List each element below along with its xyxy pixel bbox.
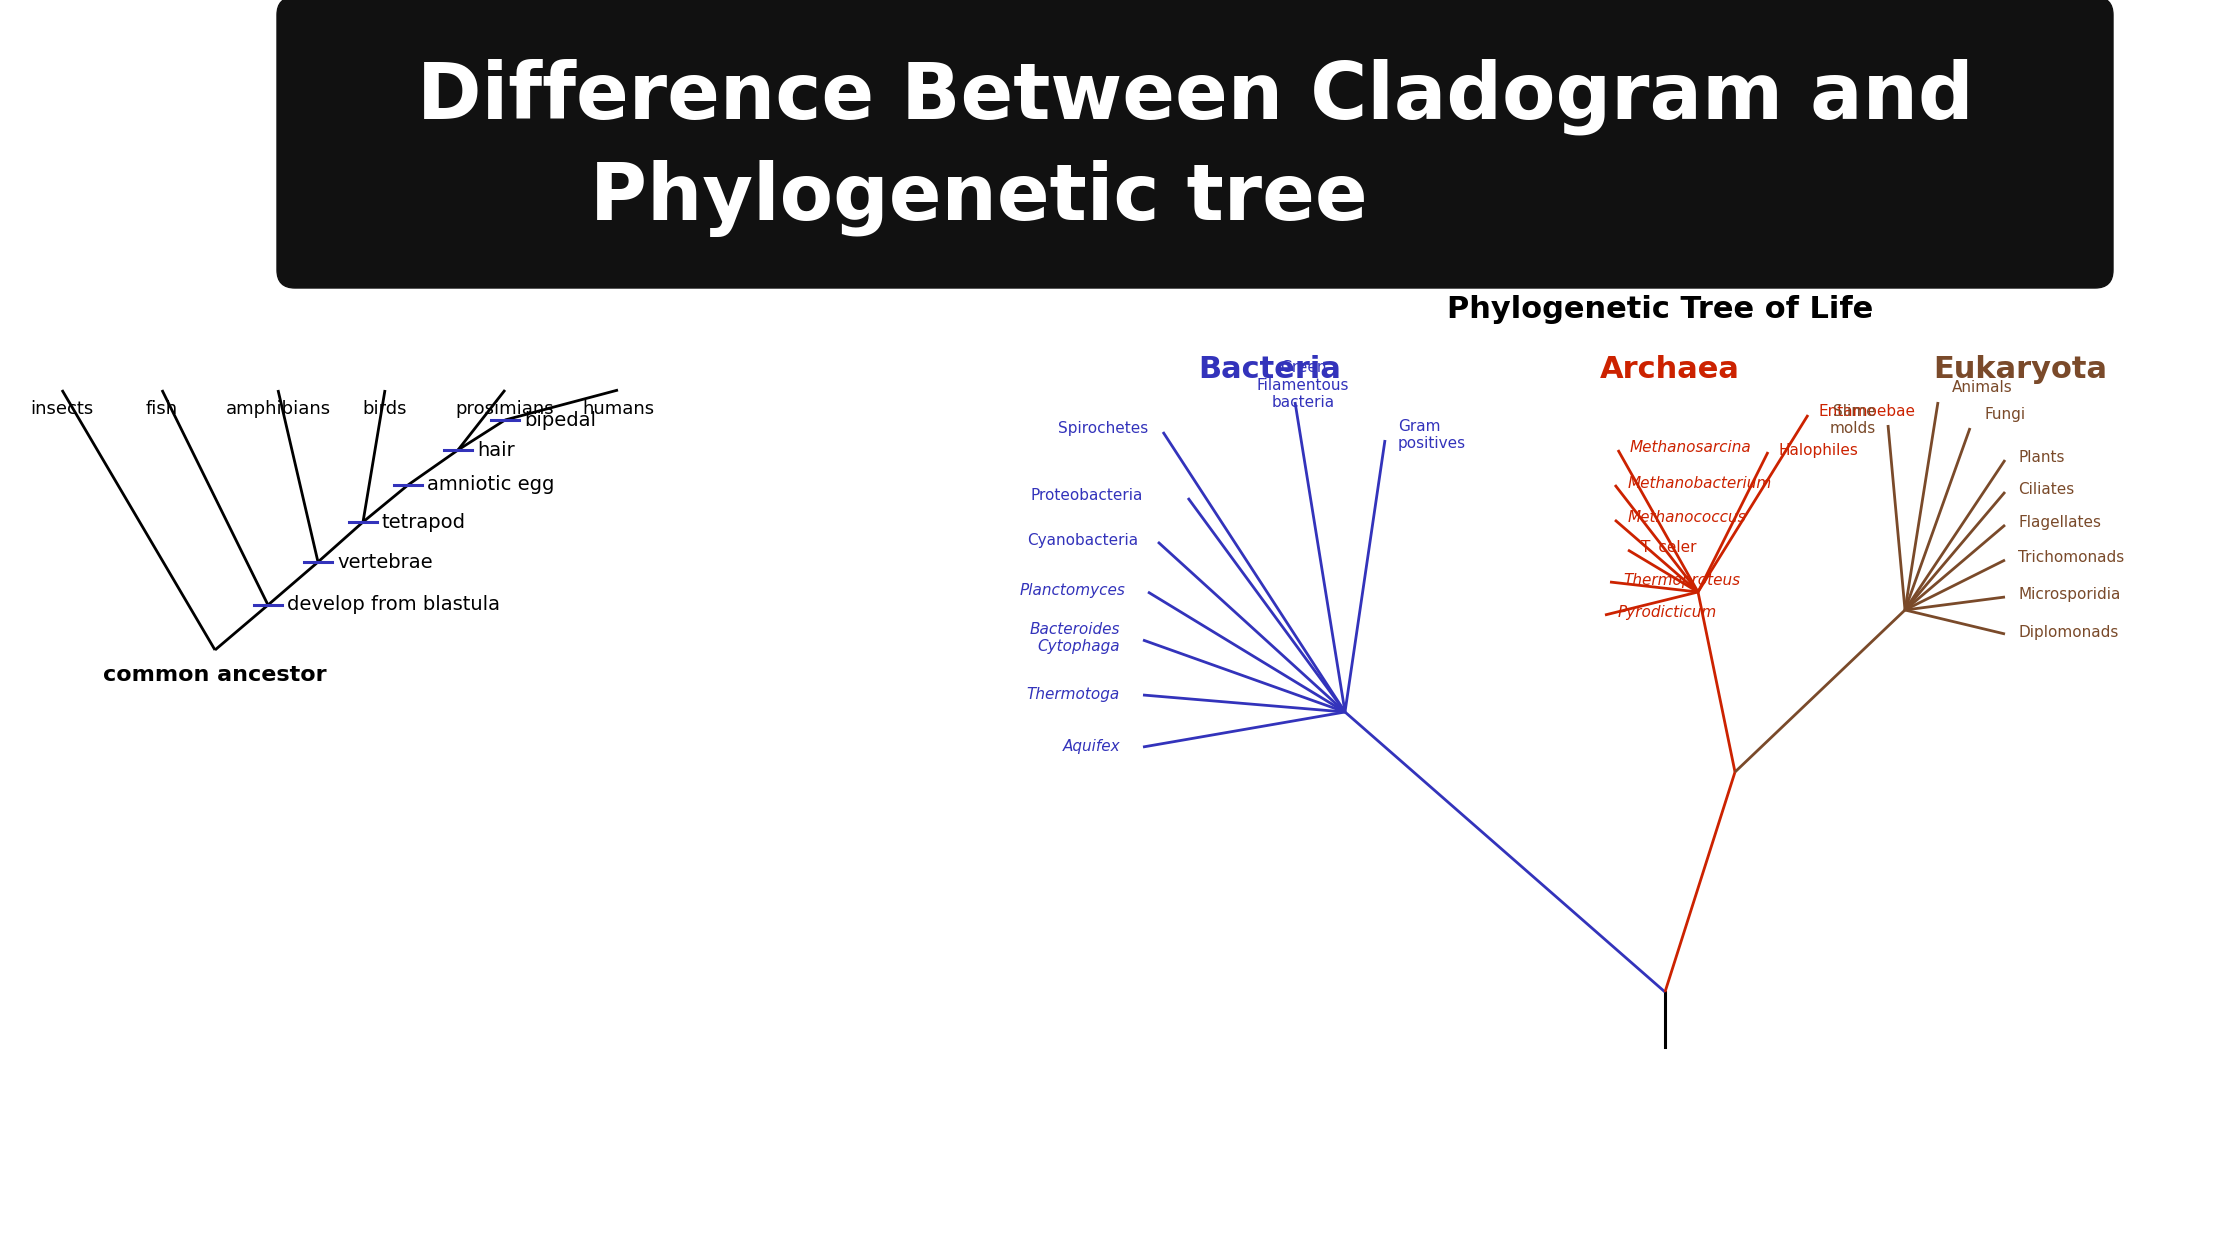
Text: Thermoproteus: Thermoproteus: [1624, 572, 1740, 587]
Text: T. celer: T. celer: [1642, 541, 1696, 556]
Text: Cyanobacteria: Cyanobacteria: [1026, 533, 1138, 548]
Text: Microsporidia: Microsporidia: [2018, 587, 2121, 602]
Text: fish: fish: [146, 399, 177, 418]
Text: Spirochetes: Spirochetes: [1057, 421, 1147, 436]
Text: Proteobacteria: Proteobacteria: [1030, 489, 1142, 504]
Text: humans: humans: [582, 399, 654, 418]
Text: Entamoebae: Entamoebae: [1819, 404, 1915, 420]
Text: Planctomyces: Planctomyces: [1019, 582, 1124, 597]
Text: Halophiles: Halophiles: [1779, 442, 1857, 457]
Text: Animals: Animals: [1951, 381, 2014, 396]
Text: Ciliates: Ciliates: [2018, 483, 2074, 498]
Text: Bacteria: Bacteria: [1198, 355, 1342, 384]
Text: Gram
positives: Gram positives: [1398, 418, 1467, 451]
Text: prosimians: prosimians: [455, 399, 553, 418]
Text: Flagellates: Flagellates: [2018, 515, 2101, 530]
Text: tetrapod: tetrapod: [383, 513, 466, 532]
Text: Green
Filamentous
bacteria: Green Filamentous bacteria: [1257, 360, 1348, 410]
FancyBboxPatch shape: [278, 0, 2112, 289]
Text: common ancestor: common ancestor: [103, 665, 327, 685]
Text: amniotic egg: amniotic egg: [428, 475, 553, 494]
Text: Phylogenetic Tree of Life: Phylogenetic Tree of Life: [1447, 296, 1873, 325]
Text: Methanobacterium: Methanobacterium: [1628, 475, 1772, 490]
Text: Diplomonads: Diplomonads: [2018, 625, 2119, 640]
Text: Slime
molds: Slime molds: [1830, 403, 1877, 436]
Text: hair: hair: [477, 441, 515, 460]
Text: Plants: Plants: [2018, 451, 2065, 465]
Text: Thermotoga: Thermotoga: [1026, 687, 1120, 702]
Text: Trichomonads: Trichomonads: [2018, 551, 2124, 566]
Text: Methanosarcina: Methanosarcina: [1631, 441, 1752, 456]
Text: insects: insects: [31, 399, 94, 418]
Text: Eukaryota: Eukaryota: [1933, 355, 2108, 384]
Text: develop from blastula: develop from blastula: [287, 596, 500, 615]
Text: Aquifex: Aquifex: [1062, 738, 1120, 753]
Text: Pyrodicticum: Pyrodicticum: [1617, 606, 1718, 620]
Text: amphibians: amphibians: [226, 399, 332, 418]
Text: Fungi: Fungi: [1985, 407, 2025, 422]
Text: Phylogenetic tree: Phylogenetic tree: [589, 160, 1369, 237]
Text: Bacteroides
Cytophaga: Bacteroides Cytophaga: [1030, 621, 1120, 654]
Text: vertebrae: vertebrae: [336, 552, 432, 572]
Text: bipedal: bipedal: [524, 411, 596, 430]
Text: birds: birds: [363, 399, 408, 418]
Text: Archaea: Archaea: [1599, 355, 1740, 384]
Text: Methanococcus: Methanococcus: [1628, 510, 1747, 525]
Text: Difference Between Cladogram and: Difference Between Cladogram and: [417, 58, 1973, 135]
